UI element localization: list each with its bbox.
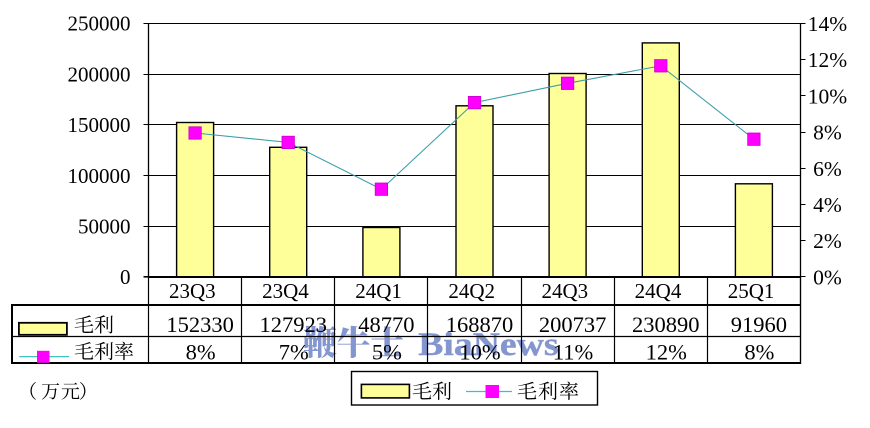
svg-text:12%: 12% — [646, 340, 687, 365]
svg-text:14%: 14% — [808, 12, 848, 36]
svg-text:4%: 4% — [813, 193, 842, 217]
svg-text:50000: 50000 — [78, 215, 131, 239]
svg-text:8%: 8% — [744, 340, 774, 365]
svg-text:8%: 8% — [813, 121, 842, 145]
svg-text:10%: 10% — [459, 340, 500, 365]
svg-text:91960: 91960 — [731, 312, 787, 337]
svg-text:2%: 2% — [813, 229, 842, 253]
svg-text:12%: 12% — [808, 48, 848, 72]
svg-text:24Q4: 24Q4 — [635, 279, 682, 303]
svg-text:0%: 0% — [813, 265, 842, 289]
svg-text:23Q4: 23Q4 — [262, 279, 309, 303]
svg-text:230890: 230890 — [632, 312, 700, 337]
svg-text:100000: 100000 — [68, 164, 131, 188]
svg-text:25Q1: 25Q1 — [728, 279, 775, 303]
svg-text:8%: 8% — [186, 340, 216, 365]
svg-text:11%: 11% — [553, 340, 593, 365]
svg-text:150000: 150000 — [68, 113, 131, 137]
svg-text:23Q3: 23Q3 — [169, 279, 216, 303]
svg-text:200737: 200737 — [539, 312, 607, 337]
svg-text:250000: 250000 — [68, 12, 131, 36]
svg-text:168870: 168870 — [446, 312, 514, 337]
svg-text:BiaNews: BiaNews — [418, 325, 558, 362]
svg-text:152330: 152330 — [166, 312, 234, 337]
svg-text:24Q3: 24Q3 — [541, 279, 588, 303]
svg-text:24Q2: 24Q2 — [448, 279, 495, 303]
svg-text:10%: 10% — [808, 84, 848, 108]
svg-text:127923: 127923 — [259, 312, 327, 337]
svg-text:7%: 7% — [279, 340, 309, 365]
svg-text:6%: 6% — [813, 157, 842, 181]
svg-text:24Q1: 24Q1 — [355, 279, 402, 303]
svg-text:200000: 200000 — [68, 62, 131, 86]
svg-text:0: 0 — [120, 265, 131, 289]
